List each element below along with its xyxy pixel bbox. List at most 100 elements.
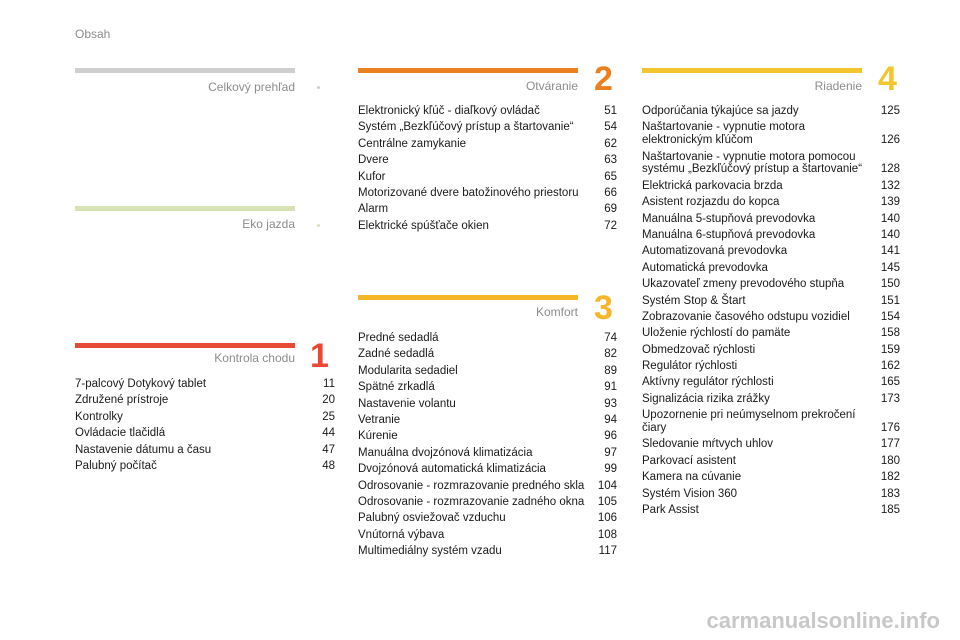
toc-entry-page: 140: [880, 212, 900, 225]
toc-entry-page: 150: [880, 278, 900, 291]
toc-list-kontrola-chodu: 7-palcový Dotykový tablet 11 Združené prís…: [75, 378, 335, 476]
watermark: carmanualsonline.info: [706, 608, 941, 633]
toc-entry-page: 48: [322, 459, 335, 472]
toc-entry-page: 154: [880, 310, 900, 323]
toc-entry-page: 173: [880, 392, 900, 405]
toc-entry[interactable]: Elektronický kľúč - diaľkový ovládač 51: [358, 105, 617, 118]
toc-entry[interactable]: Zobrazovanie časového odstupu vozidiel 15…: [642, 311, 900, 324]
toc-entry-title: Vnútorná výbava: [358, 528, 445, 541]
toc-entry-page: 47: [322, 443, 335, 456]
toc-entry-page: 177: [880, 438, 900, 451]
toc-entry[interactable]: Motorizované dvere batožinového priestor…: [358, 187, 617, 200]
toc-entry-page: 74: [604, 332, 617, 344]
toc-entry[interactable]: Dvojzónová automatická klimatizácia 99: [358, 463, 617, 476]
toc-entry-title: Elektrická parkovacia brzda: [642, 179, 783, 192]
toc-entry-title: Naštartovanie - vypnutie motora pomocou …: [642, 150, 863, 176]
toc-entry[interactable]: Kontrolky 25: [75, 411, 335, 424]
toc-entry-page: 91: [604, 381, 617, 394]
toc-entry[interactable]: Aktívny regulátor rýchlosti 165: [642, 376, 900, 389]
toc-entry[interactable]: Odrosovanie - rozmrazovanie zadného okna…: [358, 496, 617, 509]
toc-entry[interactable]: Parkovací asistent 180: [642, 455, 900, 468]
toc-entry[interactable]: Dvere 63: [358, 154, 617, 167]
toc-entry-title: Systém „Bezkľúčový prístup a štartovanie…: [358, 121, 574, 134]
toc-entry[interactable]: Asistent rozjazdu do kopca 139: [642, 196, 900, 209]
toc-entry[interactable]: Kufor 65: [358, 171, 617, 184]
section-number: 2: [594, 60, 613, 98]
toc-entry[interactable]: Systém „Bezkľúčový prístup a štartovanie…: [358, 121, 617, 134]
section-title: Celkový prehľad: [208, 80, 295, 94]
section-number: 1: [310, 337, 329, 375]
toc-entry-title: Obmedzovač rýchlosti: [642, 343, 756, 356]
toc-entry-page: 180: [880, 454, 900, 467]
section-3: Komfort 3: [358, 291, 618, 325]
toc-entry-title: Zadné sedadlá: [358, 348, 435, 361]
toc-entry[interactable]: Predné sedadlá 74: [358, 332, 617, 345]
toc-entry[interactable]: Ovládacie tlačidlá 44: [75, 427, 335, 440]
toc-entry[interactable]: Systém Stop & Štart 151: [642, 295, 900, 308]
toc-entry[interactable]: Multimediálny systém vzadu 117: [358, 545, 617, 558]
toc-entry-title: Parkovací asistent: [642, 454, 736, 467]
toc-entry-title: Upozornenie pri neúmyselnom prekročení č…: [642, 409, 856, 435]
toc-entry[interactable]: Manuálna 5-stupňová prevodovka 140: [642, 213, 900, 226]
toc-entry-title: Asistent rozjazdu do kopca: [642, 196, 780, 209]
toc-entry[interactable]: Nastavenie volantu 93: [358, 398, 617, 411]
toc-entry[interactable]: Regulátor rýchlosti 162: [642, 360, 900, 373]
toc-entry[interactable]: Spätné zrkadlá 91: [358, 381, 617, 394]
section-title: Riadenie: [814, 79, 862, 93]
toc-entry[interactable]: Ukazovateľ zmeny prevodového stupňa 150: [642, 278, 900, 291]
toc-entry[interactable]: Modularita sedadiel 89: [358, 365, 617, 378]
toc-entry[interactable]: Nastavenie dátumu a času 47: [75, 444, 335, 457]
toc-entry-title: Ovládacie tlačidlá: [75, 427, 166, 440]
toc-entry[interactable]: 7-palcový Dotykový tablet 11: [75, 378, 335, 391]
toc-entry[interactable]: Automatická prevodovka 145: [642, 262, 900, 275]
toc-entry-title: Vetranie: [358, 413, 401, 426]
toc-entry-title: Odporúčania týkajúce sa jazdy: [642, 105, 799, 117]
section-eco: Eko jazda: [75, 206, 335, 246]
toc-entry[interactable]: Palubný osviežovač vzduchu 106: [358, 512, 617, 525]
toc-entry[interactable]: Zadné sedadlá 82: [358, 348, 617, 361]
toc-entry-page: 106: [597, 512, 617, 525]
toc-entry[interactable]: Naštartovanie - vypnutie motora elektron…: [642, 121, 900, 147]
page-label: Obsah: [75, 27, 111, 41]
toc-list-komfort: Predné sedadlá 74 Zadné sedadlá 82 Modularit…: [358, 332, 617, 561]
toc-entry-page: 105: [597, 495, 617, 508]
toc-entry-page: 11: [323, 378, 335, 390]
toc-entry[interactable]: Sledovanie mŕtvych uhlov 177: [642, 438, 900, 451]
toc-entry-title: Regulátor rýchlosti: [642, 360, 738, 373]
toc-entry-title: Signalizácia rizika zrážky: [642, 392, 770, 405]
toc-entry[interactable]: Manuálna 6-stupňová prevodovka 140: [642, 229, 900, 242]
toc-entry[interactable]: Vetranie 94: [358, 414, 617, 427]
toc-entry-page: 128: [880, 163, 900, 176]
toc-entry-page: 165: [880, 376, 900, 389]
toc-entry[interactable]: Palubný počítač 48: [75, 460, 335, 473]
toc-entry[interactable]: Naštartovanie - vypnutie motora pomocou …: [642, 151, 900, 177]
section-bar: [358, 295, 578, 300]
toc-entry[interactable]: Signalizácia rizika zrážky 173: [642, 393, 900, 406]
toc-entry[interactable]: Systém Vision 360 183: [642, 488, 900, 501]
toc-entry[interactable]: Uloženie rýchlostí do pamäte 158: [642, 327, 900, 340]
toc-entry-title: Ukazovateľ zmeny prevodového stupňa: [642, 278, 845, 291]
toc-entry[interactable]: Odporúčania týkajúce sa jazdy 125: [642, 105, 900, 118]
toc-entry[interactable]: Manuálna dvojzónová klimatizácia 97: [358, 447, 617, 460]
toc-entry[interactable]: Park Assist 185: [642, 504, 900, 517]
toc-entry[interactable]: Elektrická parkovacia brzda 132: [642, 180, 900, 193]
toc-entry-title: Dvere: [358, 154, 389, 167]
toc-entry[interactable]: Obmedzovač rýchlosti 159: [642, 344, 900, 357]
toc-entry[interactable]: Automatizovaná prevodovka 141: [642, 245, 900, 258]
toc-entry[interactable]: Alarm 69: [358, 203, 617, 216]
section-marker-dot: [317, 224, 320, 227]
section-bar: [75, 68, 295, 73]
toc-entry[interactable]: Odrosovanie - rozmrazovanie predného skl…: [358, 480, 617, 493]
toc-entry[interactable]: Vnútorná výbava 108: [358, 529, 617, 542]
toc-entry[interactable]: Kamera na cúvanie 182: [642, 471, 900, 484]
toc-entry-page: 126: [880, 134, 900, 147]
toc-entry[interactable]: Centrálne zamykanie 62: [358, 138, 617, 151]
toc-entry[interactable]: Kúrenie 96: [358, 430, 617, 443]
toc-entry[interactable]: Upozornenie pri neúmyselnom prekročení č…: [642, 409, 900, 435]
toc-entry[interactable]: Elektrické spúšťače okien 72: [358, 220, 617, 233]
toc-entry-title: Park Assist: [642, 503, 699, 516]
section-title: Kontrola chodu: [214, 351, 295, 365]
toc-entry[interactable]: Združené prístroje 20: [75, 394, 335, 407]
toc-entry-page: 65: [604, 170, 617, 183]
toc-entry-title: Elektronický kľúč - diaľkový ovládač: [358, 105, 540, 117]
